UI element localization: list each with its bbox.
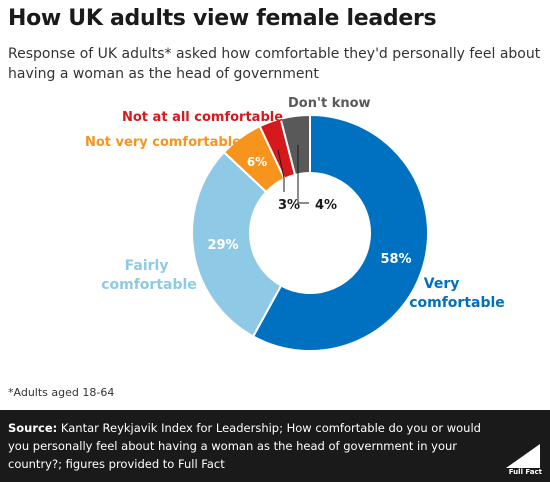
- category-label-fairly-comfortable: Fairly comfortable: [101, 258, 197, 293]
- value-label-dont-know: 4%: [315, 198, 337, 213]
- slice-fairly-comfortable: [191, 150, 283, 338]
- category-label-very-comfortable: Very comfortable: [409, 276, 505, 311]
- logo-wordmark: Full Fact: [508, 468, 542, 476]
- category-label-not-at-all-comfortable: Not at all comfortable: [122, 110, 283, 125]
- slice-don-t-know: [279, 113, 311, 177]
- value-label-not-at-all-comfortable: 3%: [278, 198, 300, 213]
- footnote: *Adults aged 18-64: [8, 386, 115, 399]
- slice-very-comfortable: [251, 113, 429, 352]
- donut-chart: 58% 29% 6% 3% 4% Very comfortable Fairly…: [85, 96, 505, 352]
- category-label-not-very-comfortable: Not very comfortable: [85, 135, 241, 150]
- value-label-not-very-comfortable: 6%: [247, 155, 267, 169]
- category-label-dont-know: Don't know: [288, 96, 371, 111]
- source-description: Kantar Reykjavik Index for Leadership; H…: [8, 421, 481, 471]
- leader-line-not-at-all: [277, 149, 285, 192]
- source-text: Source: Kantar Reykjavik Index for Leade…: [8, 419, 488, 473]
- chart-subtitle: Response of UK adults* asked how comfort…: [8, 46, 541, 82]
- chart-title: How UK adults view female leaders: [8, 6, 437, 31]
- leader-line-dont-know: [297, 145, 309, 204]
- value-label-fairly-comfortable: 29%: [207, 238, 238, 253]
- value-label-very-comfortable: 58%: [380, 252, 411, 267]
- source-label: Source:: [8, 421, 58, 435]
- source-footer: Source: Kantar Reykjavik Index for Leade…: [0, 410, 550, 482]
- full-fact-logo-icon: [506, 444, 540, 468]
